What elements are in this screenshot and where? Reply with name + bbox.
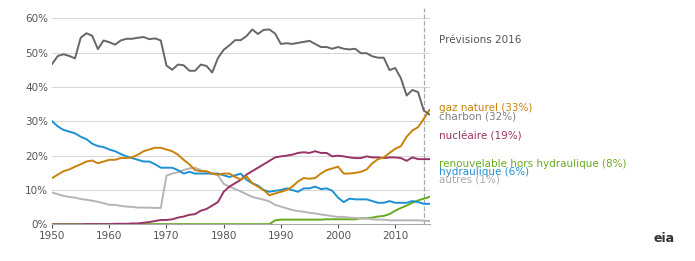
Text: autres (1%): autres (1%) [439, 175, 500, 185]
Text: charbon (32%): charbon (32%) [439, 111, 516, 121]
Text: renouvelable hors hydraulique (8%): renouvelable hors hydraulique (8%) [439, 159, 626, 169]
Text: Prévisions 2016: Prévisions 2016 [439, 35, 521, 45]
Text: gaz naturel (33%): gaz naturel (33%) [439, 103, 532, 112]
Text: hydraulique (6%): hydraulique (6%) [439, 167, 529, 177]
Text: nucléaire (19%): nucléaire (19%) [439, 132, 521, 142]
Text: eia: eia [653, 232, 674, 245]
